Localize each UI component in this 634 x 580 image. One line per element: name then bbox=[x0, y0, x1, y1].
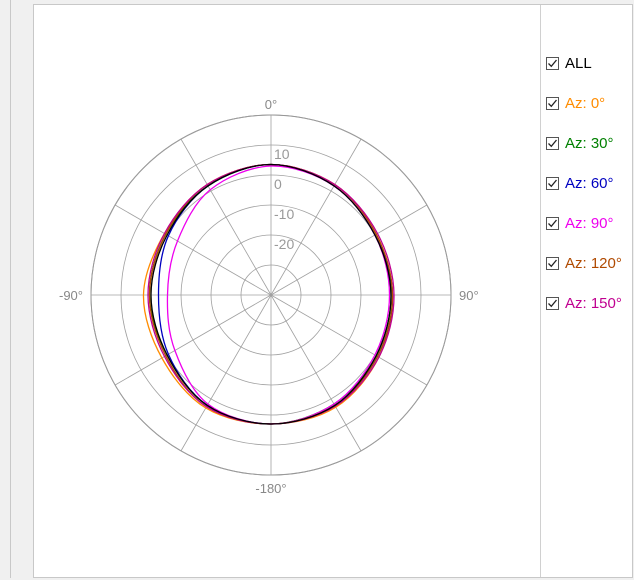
angle-label: 0° bbox=[265, 97, 277, 112]
legend-checkbox[interactable] bbox=[546, 216, 559, 230]
polar-chart: -20 -10 0 10 0° 90° -180° -90° bbox=[59, 97, 479, 496]
checkmark-icon bbox=[548, 59, 558, 67]
series-line-6 bbox=[150, 163, 392, 425]
legend-label: Az: 30° bbox=[565, 134, 614, 152]
legend-label: Az: 150° bbox=[565, 294, 622, 312]
legend-item-5[interactable]: Az: 120° bbox=[546, 243, 622, 283]
legend-item-3[interactable]: Az: 60° bbox=[546, 163, 622, 203]
legend: ALL Az: 0° Az: 30° Az: 60° Az: 90° Az: 120° Az… bbox=[546, 43, 622, 323]
legend-checkbox[interactable] bbox=[546, 56, 559, 70]
grid-spoke-60 bbox=[270, 204, 428, 296]
legend-checkbox[interactable] bbox=[546, 136, 559, 150]
grid-spoke-150 bbox=[270, 294, 362, 452]
angle-label: -90° bbox=[59, 288, 83, 303]
legend-item-4[interactable]: Az: 90° bbox=[546, 203, 622, 243]
legend-checkbox[interactable] bbox=[546, 256, 559, 270]
checkmark-icon bbox=[548, 219, 558, 227]
checkmark-icon bbox=[548, 299, 558, 307]
checkmark-icon bbox=[548, 179, 558, 187]
legend-item-6[interactable]: Az: 150° bbox=[546, 283, 622, 323]
grid-spoke-120 bbox=[270, 294, 428, 386]
angle-label: -180° bbox=[255, 481, 286, 496]
left-panel-edge bbox=[0, 0, 11, 578]
legend-item-0[interactable]: ALL bbox=[546, 43, 622, 83]
panel-divider bbox=[540, 5, 541, 577]
grid-spoke-330 bbox=[180, 138, 272, 296]
polar-plot-panel: -20 -10 0 10 0° 90° -180° -90° ALL Az: 0° Az: 30°… bbox=[33, 4, 633, 578]
legend-label: Az: 120° bbox=[565, 254, 622, 272]
legend-checkbox[interactable] bbox=[546, 296, 559, 310]
legend-item-1[interactable]: Az: 0° bbox=[546, 83, 622, 123]
radial-tick-label: -10 bbox=[274, 206, 294, 222]
legend-label: ALL bbox=[565, 54, 592, 72]
grid-spoke-30 bbox=[270, 138, 362, 296]
legend-label: Az: 0° bbox=[565, 94, 606, 112]
radial-tick-label: 10 bbox=[274, 146, 290, 162]
checkmark-icon bbox=[548, 99, 558, 107]
checkmark-icon bbox=[548, 259, 558, 267]
angle-label: 90° bbox=[459, 288, 479, 303]
legend-checkbox[interactable] bbox=[546, 176, 559, 190]
radial-tick-label: 0 bbox=[274, 176, 282, 192]
checkmark-icon bbox=[548, 139, 558, 147]
radial-tick-label: -20 bbox=[274, 236, 294, 252]
grid-spoke-210 bbox=[180, 294, 272, 452]
legend-item-2[interactable]: Az: 30° bbox=[546, 123, 622, 163]
legend-label: Az: 90° bbox=[565, 214, 614, 232]
legend-label: Az: 60° bbox=[565, 174, 614, 192]
grid-spoke-300 bbox=[114, 204, 272, 296]
grid-spoke-240 bbox=[114, 294, 272, 386]
legend-checkbox[interactable] bbox=[546, 96, 559, 110]
